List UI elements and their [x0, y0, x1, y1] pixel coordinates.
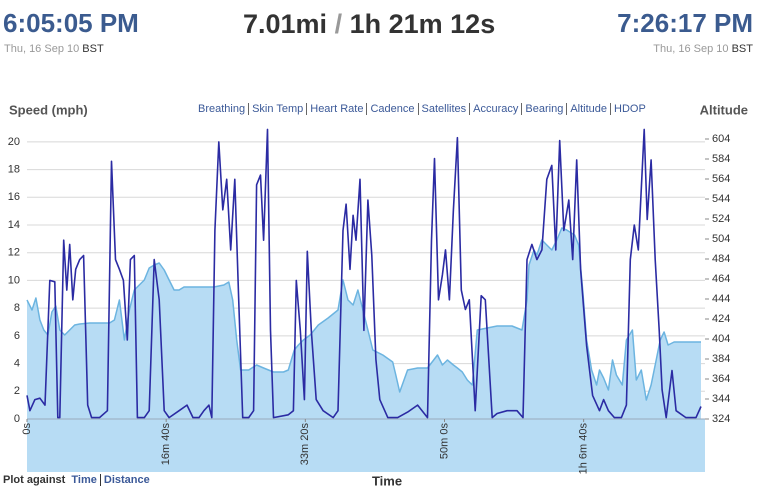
- plot-against: Plot against Time Distance: [3, 474, 153, 486]
- metric-link[interactable]: HDOP: [610, 103, 649, 115]
- y2-tick-label: 364: [712, 373, 730, 385]
- y-tick-label: 16: [8, 191, 20, 203]
- start-time: 6:05:05 PM: [3, 8, 139, 38]
- metric-link[interactable]: Accuracy: [469, 103, 522, 115]
- y2-tick-label: 524: [712, 213, 730, 225]
- x-tick-label: 50m 0s: [438, 423, 450, 460]
- y-tick-label: 18: [8, 163, 20, 175]
- x-axis-title: Time: [372, 473, 402, 488]
- y2-tick-label: 404: [712, 333, 730, 345]
- distance: 7.01mi: [243, 9, 328, 39]
- y-tick-label: 10: [8, 274, 20, 286]
- y-tick-label: 2: [14, 385, 20, 397]
- y2-tick-label: 544: [712, 193, 730, 205]
- y2-tick-label: 604: [712, 133, 730, 145]
- metric-link[interactable]: Heart Rate: [306, 103, 367, 115]
- y2-tick-label: 584: [712, 153, 730, 165]
- metric-link[interactable]: Satellites: [417, 103, 470, 115]
- y-axis-title: Speed (mph): [9, 102, 88, 117]
- y-tick-label: 4: [14, 357, 20, 369]
- start-date: Thu, 16 Sep 10 BST: [4, 43, 104, 55]
- y-tick-label: 12: [8, 247, 20, 259]
- timezone: BST: [731, 43, 753, 55]
- metric-link[interactable]: Cadence: [366, 103, 418, 115]
- y-tick-label: 14: [8, 219, 20, 231]
- separator: /: [334, 9, 343, 39]
- plot-option[interactable]: Time: [71, 474, 97, 486]
- y2-tick-label: 484: [712, 253, 730, 265]
- y2-axis-title: Altitude: [700, 102, 748, 117]
- y2-tick-label: 384: [712, 353, 730, 365]
- plot-option[interactable]: Distance: [99, 474, 153, 486]
- y2-tick-label: 444: [712, 293, 730, 305]
- metric-link[interactable]: Breathing: [198, 103, 246, 115]
- y-tick-label: 8: [14, 302, 20, 314]
- x-tick-label: 33m 20s: [299, 423, 311, 466]
- y2-tick-label: 424: [712, 313, 730, 325]
- end-date: Thu, 16 Sep 10 BST: [653, 43, 753, 55]
- metric-link[interactable]: Bearing: [521, 103, 567, 115]
- y-tick-label: 6: [14, 330, 20, 342]
- date: Thu, 16 Sep 10: [4, 43, 80, 55]
- y-tick-label: 0: [14, 413, 20, 425]
- summary: 7.01mi / 1h 21m 12s: [243, 9, 495, 40]
- y2-tick-label: 564: [712, 173, 730, 185]
- x-tick-label: 16m 40s: [160, 423, 172, 466]
- x-tick-label: 0s: [21, 423, 33, 435]
- axis-band: [27, 419, 705, 472]
- line: [26, 128, 702, 419]
- x-tick-label: 1h 6m 40s: [578, 423, 590, 475]
- date: Thu, 16 Sep 10: [653, 43, 729, 55]
- duration: 1h 21m 12s: [349, 9, 496, 39]
- y2-tick-label: 324: [712, 413, 730, 425]
- y2-tick-label: 504: [712, 233, 730, 245]
- metric-link[interactable]: Altitude: [566, 103, 611, 115]
- y-tick-label: 20: [8, 136, 20, 148]
- y2-tick-label: 464: [712, 273, 730, 285]
- label: Plot against: [3, 474, 66, 486]
- metric-link[interactable]: Skin Temp: [248, 103, 307, 115]
- metric-links: Breathing Skin Temp Heart Rate Cadence Satel…: [198, 103, 649, 115]
- y2-tick-label: 344: [712, 393, 730, 405]
- end-time: 7:26:17 PM: [617, 8, 753, 38]
- timezone: BST: [82, 43, 104, 55]
